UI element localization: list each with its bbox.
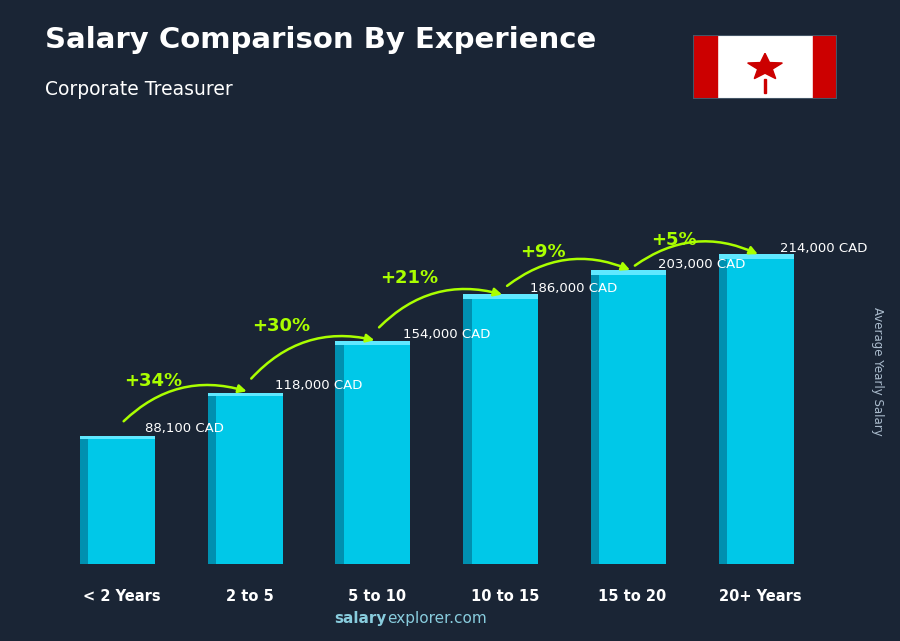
Bar <box>718 254 794 259</box>
Text: Corporate Treasurer: Corporate Treasurer <box>45 80 233 99</box>
Bar <box>590 275 599 564</box>
Text: +5%: +5% <box>651 231 697 249</box>
Text: +9%: +9% <box>520 244 566 262</box>
Polygon shape <box>748 53 782 79</box>
Text: 20+ Years: 20+ Years <box>719 589 802 604</box>
Bar <box>216 396 283 564</box>
Bar <box>88 438 155 564</box>
Text: +21%: +21% <box>380 269 438 287</box>
Text: +30%: +30% <box>252 317 310 335</box>
Text: +34%: +34% <box>124 372 183 390</box>
Text: explorer.com: explorer.com <box>387 611 487 626</box>
Bar <box>463 299 472 564</box>
Bar <box>336 341 410 345</box>
Text: 214,000 CAD: 214,000 CAD <box>779 242 867 255</box>
Bar <box>813 35 837 99</box>
Text: 203,000 CAD: 203,000 CAD <box>658 258 745 271</box>
Bar <box>336 345 344 564</box>
Bar <box>763 79 767 93</box>
Bar <box>472 299 538 564</box>
Bar <box>727 259 794 564</box>
Text: Salary Comparison By Experience: Salary Comparison By Experience <box>45 26 596 54</box>
Text: Average Yearly Salary: Average Yearly Salary <box>871 308 884 436</box>
Bar <box>717 35 813 99</box>
Text: 10 to 15: 10 to 15 <box>471 589 539 604</box>
Bar <box>80 436 155 438</box>
Bar <box>599 275 666 564</box>
Text: salary: salary <box>335 611 387 626</box>
Text: 88,100 CAD: 88,100 CAD <box>145 422 223 435</box>
Text: 15 to 20: 15 to 20 <box>598 589 667 604</box>
Bar <box>208 396 216 564</box>
Text: 154,000 CAD: 154,000 CAD <box>402 328 491 341</box>
Text: 2 to 5: 2 to 5 <box>226 589 274 604</box>
Bar <box>344 345 410 564</box>
Bar <box>208 393 283 396</box>
Bar <box>463 294 538 299</box>
Text: 5 to 10: 5 to 10 <box>348 589 406 604</box>
Bar <box>693 35 717 99</box>
Bar <box>590 270 666 275</box>
Bar <box>718 259 727 564</box>
Text: 118,000 CAD: 118,000 CAD <box>274 379 363 392</box>
Bar <box>80 438 88 564</box>
Text: 186,000 CAD: 186,000 CAD <box>530 282 617 296</box>
Text: < 2 Years: < 2 Years <box>83 589 160 604</box>
